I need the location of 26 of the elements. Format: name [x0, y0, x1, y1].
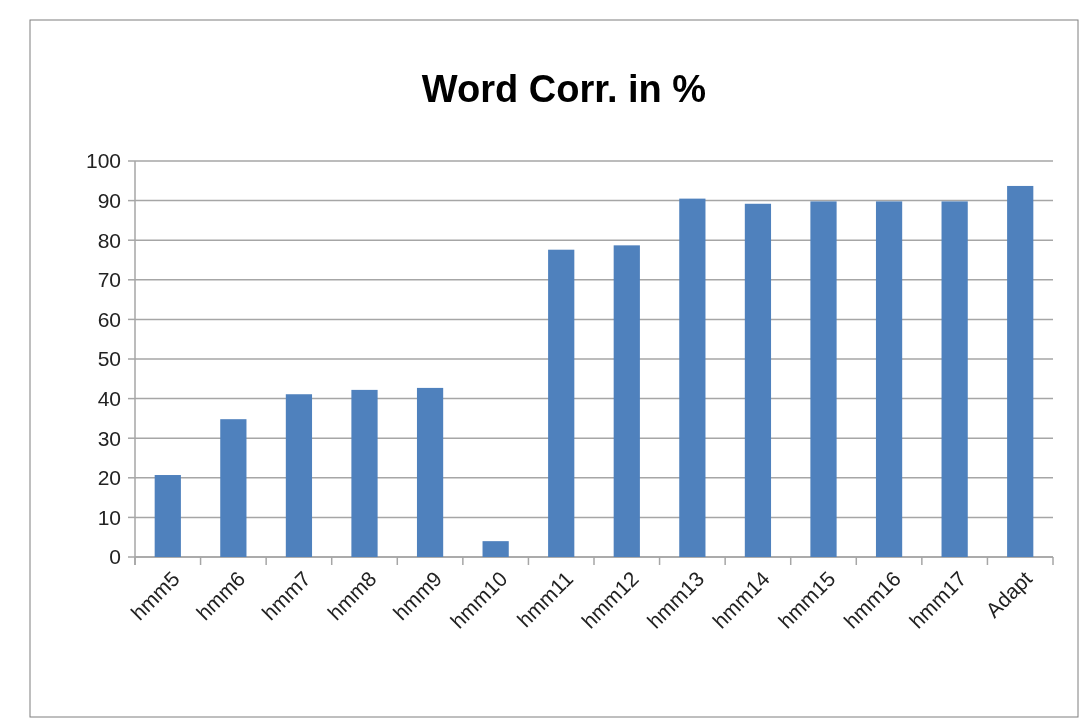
y-tick-label: 30	[97, 426, 121, 450]
bar	[285, 394, 313, 557]
y-tick-label: 100	[85, 149, 121, 173]
y-tick-label: 60	[97, 307, 121, 331]
bar	[482, 541, 509, 557]
y-tick-label: 90	[97, 188, 121, 212]
bar	[351, 389, 378, 557]
y-tick-label: 0	[109, 545, 121, 569]
bar	[1007, 185, 1034, 557]
bar	[744, 203, 772, 557]
y-tick-label: 20	[97, 466, 121, 490]
bar	[548, 249, 575, 557]
bar	[679, 198, 706, 557]
y-tick-label: 80	[97, 228, 121, 252]
chart-title: Word Corr. in %	[421, 68, 707, 110]
bar	[810, 201, 837, 557]
y-tick-label: 70	[97, 268, 121, 292]
y-tick-label: 40	[97, 386, 121, 410]
y-tick-label: 50	[97, 347, 121, 371]
bar	[416, 387, 444, 557]
bar	[613, 245, 640, 557]
bar	[875, 201, 903, 557]
bar	[220, 419, 247, 557]
bar	[154, 475, 181, 557]
y-tick-label: 10	[97, 505, 121, 529]
bar	[941, 201, 968, 557]
